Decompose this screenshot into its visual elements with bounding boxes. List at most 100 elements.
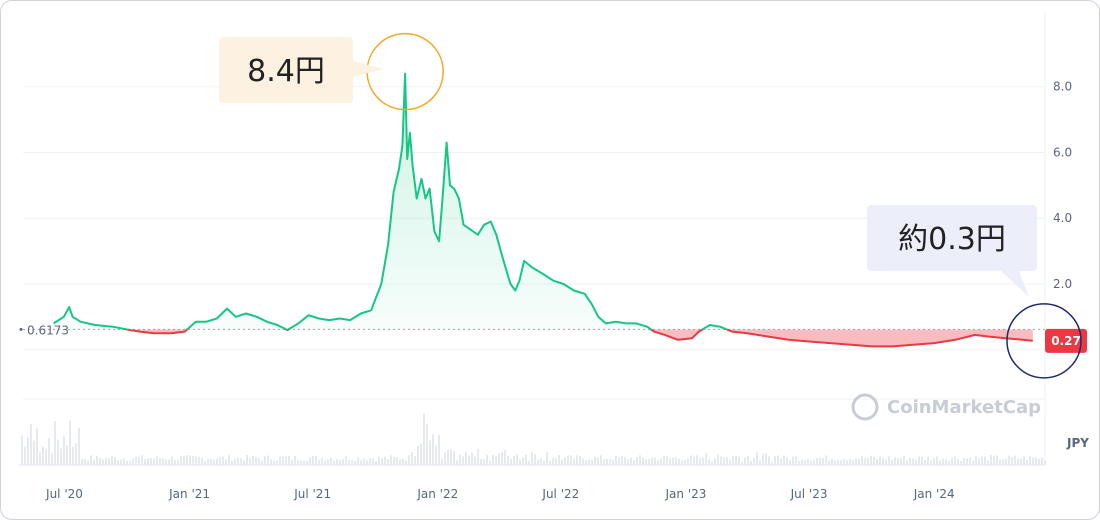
x-tick-label: Jan '22	[416, 487, 458, 501]
peak-callout-text: 8.4円	[247, 54, 325, 89]
volume-bar	[612, 460, 614, 465]
volume-bar	[648, 458, 650, 465]
volume-bar	[237, 457, 239, 465]
volume-bar	[438, 434, 440, 465]
volume-bar	[417, 446, 419, 465]
x-tick-label: Jul '21	[293, 487, 331, 501]
volume-bar	[570, 455, 572, 465]
volume-bar	[159, 458, 161, 465]
current-price-tag: 0.27	[1045, 328, 1087, 353]
volume-bar	[165, 459, 167, 465]
volume-bar	[399, 459, 401, 465]
volume-bar	[780, 459, 782, 465]
volume-bar	[294, 456, 296, 465]
volume-bar	[366, 460, 368, 465]
volume-bar	[933, 458, 935, 465]
volume-bar	[372, 458, 374, 465]
volume-bar	[918, 456, 920, 465]
volume-bar	[768, 456, 770, 465]
volume-bar	[537, 459, 539, 465]
volume-bar	[369, 458, 371, 465]
volume-bar	[123, 458, 125, 465]
volume-bar	[534, 454, 536, 465]
volume-bar	[216, 458, 218, 465]
volume-bar	[1041, 457, 1043, 465]
volume-bar	[96, 455, 98, 465]
volume-bar	[705, 453, 707, 465]
volume-bar	[282, 456, 284, 465]
volume-bar	[882, 458, 884, 465]
volume-bar	[396, 457, 398, 465]
volume-bar	[894, 457, 896, 465]
volume-bar	[546, 452, 548, 465]
volume-bar	[582, 458, 584, 465]
volume-bar	[639, 455, 641, 465]
volume-bar	[486, 454, 488, 465]
volume-bar	[75, 443, 77, 465]
volume-bar	[324, 460, 326, 465]
volume-bar	[864, 458, 866, 465]
volume-bar	[879, 456, 881, 465]
volume-bar	[876, 458, 878, 465]
volume-bar	[789, 460, 791, 465]
volume-bar	[255, 457, 257, 465]
volume-bar	[129, 460, 131, 465]
volume-bar	[375, 460, 377, 465]
volume-bar	[264, 456, 266, 465]
volume-bar	[27, 437, 29, 465]
volume-bar	[651, 457, 653, 465]
volume-bar	[423, 413, 425, 465]
y-tick-label: 4.0	[1053, 211, 1072, 225]
volume-bar	[240, 458, 242, 465]
volume-bar	[378, 456, 380, 465]
volume-bar	[36, 427, 38, 465]
volume-bar	[831, 458, 833, 465]
volume-bar	[81, 458, 83, 465]
volume-bar	[783, 455, 785, 465]
volume-bar	[849, 459, 851, 465]
volume-bar	[315, 455, 317, 465]
volume-bar	[594, 456, 596, 465]
y-axis: 2.0 4.0 6.0 8.0	[1053, 80, 1072, 291]
volume-bar	[549, 460, 551, 465]
volume-bar	[525, 454, 527, 465]
volume-bar	[927, 456, 929, 465]
volume-bar	[807, 459, 809, 465]
volume-bar	[627, 459, 629, 465]
volume-bar	[924, 459, 926, 465]
volume-bar	[699, 458, 701, 465]
volume-bar	[711, 461, 713, 465]
volume-bar	[600, 455, 602, 465]
x-tick-label: Jul '23	[790, 487, 828, 501]
volume-bar	[984, 456, 986, 465]
current-callout-box	[867, 205, 1037, 271]
volume-bar	[117, 460, 119, 465]
baseline-label: 0.6173	[27, 323, 69, 337]
volume-bar	[444, 452, 446, 465]
volume-bar	[414, 456, 416, 465]
volume-bar	[903, 455, 905, 465]
volume-bar	[948, 460, 950, 465]
volume-bar	[732, 456, 734, 465]
volume-bar	[93, 459, 95, 465]
volume-bar	[144, 459, 146, 465]
peak-callout-box	[219, 37, 353, 103]
volume-bar	[474, 456, 476, 465]
volume-bar	[528, 460, 530, 465]
volume-bar	[153, 458, 155, 465]
volume-bar	[786, 457, 788, 465]
volume-bar	[429, 440, 431, 465]
volume-bar	[306, 460, 308, 465]
volume-bar	[720, 456, 722, 465]
volume-bar	[678, 458, 680, 465]
coinmarketcap-logo-icon	[851, 393, 879, 421]
volume-bar	[507, 456, 509, 465]
volume-bar	[702, 457, 704, 465]
volume-bar	[930, 460, 932, 465]
volume-bar	[714, 458, 716, 465]
volume-bar	[543, 460, 545, 465]
volume-bar	[45, 449, 47, 465]
y-tick-label: 2.0	[1053, 277, 1072, 291]
volume-bar	[729, 459, 731, 465]
volume-bar	[690, 455, 692, 465]
